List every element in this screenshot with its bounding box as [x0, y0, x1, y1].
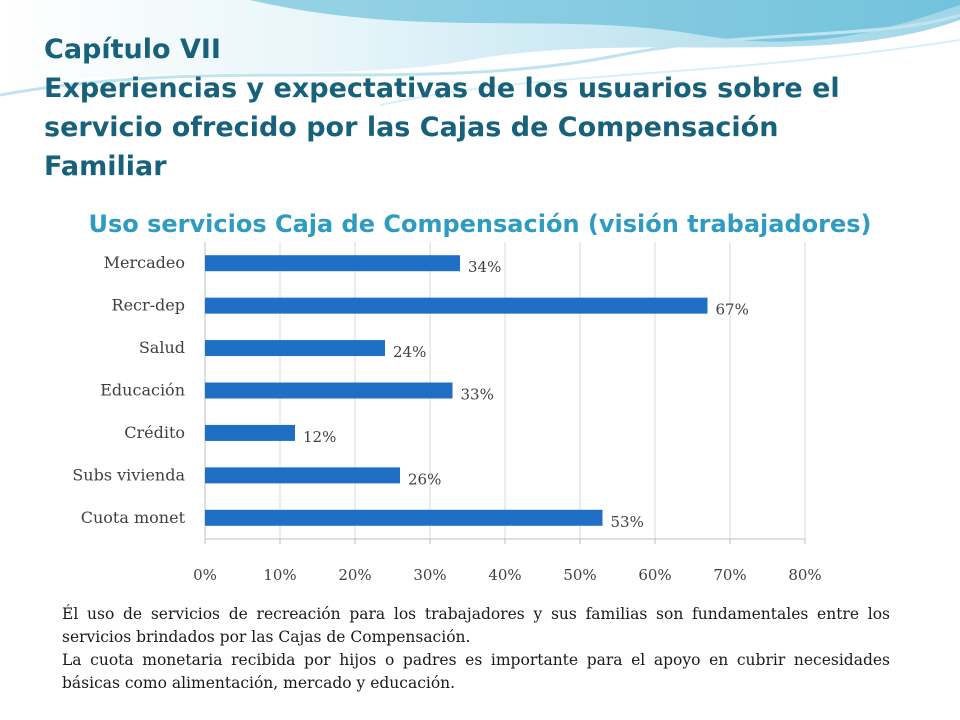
bar: [205, 382, 453, 399]
x-tick-label: 60%: [638, 566, 671, 584]
paragraph-cuota: La cuota monetaria recibida por hijos o …: [62, 651, 890, 692]
x-tick-label: 10%: [263, 566, 296, 584]
bar-chart: 0% 10% 20% 30% 40% 50% 60% 70% 80% Mercadeo 34% Rec…: [48, 242, 834, 594]
data-label: 12%: [303, 428, 336, 446]
bar: [205, 424, 295, 441]
chart-title: Uso servicios Caja de Compensación (visi…: [88, 210, 872, 238]
bar: [205, 297, 708, 314]
chart-svg: 0% 10% 20% 30% 40% 50% 60% 70% 80% Mercadeo 34% Rec…: [48, 242, 834, 594]
category-label: Salud: [139, 338, 185, 357]
bar: [205, 255, 460, 272]
x-tick-label: 0%: [193, 566, 217, 584]
category-label: Mercadeo: [104, 253, 185, 272]
x-tick-label: 50%: [563, 566, 596, 584]
slide-header: Capítulo VII Experiencias y expectativas…: [44, 30, 924, 186]
chapter-heading: Capítulo VII: [44, 34, 221, 65]
x-tick-label: 40%: [488, 566, 521, 584]
decorative-wave-banner: [0, 0, 960, 106]
x-tick-label: 20%: [338, 566, 371, 584]
category-label: Crédito: [124, 423, 185, 442]
category-label: Recr-dep: [112, 296, 185, 315]
category-label: Cuota monet: [81, 508, 186, 527]
bar: [205, 467, 400, 484]
slide-title: Experiencias y expectativas de los usuar…: [44, 73, 840, 182]
data-label: 34%: [468, 258, 501, 276]
x-tick-label: 70%: [713, 566, 746, 584]
bar: [205, 340, 385, 357]
x-tick-label: 80%: [788, 566, 821, 584]
paragraph-recreation: Él uso de servicios de recreación para l…: [62, 605, 890, 646]
description-text: Él uso de servicios de recreación para l…: [62, 603, 890, 695]
x-tick-label: 30%: [413, 566, 446, 584]
data-label: 67%: [716, 301, 749, 319]
category-label: Subs vivienda: [72, 465, 185, 484]
category-label: Educación: [100, 381, 185, 400]
data-label: 26%: [408, 470, 441, 488]
data-label: 53%: [611, 513, 644, 531]
data-label: 24%: [393, 343, 426, 361]
data-label: 33%: [461, 386, 494, 404]
bar: [205, 509, 603, 526]
